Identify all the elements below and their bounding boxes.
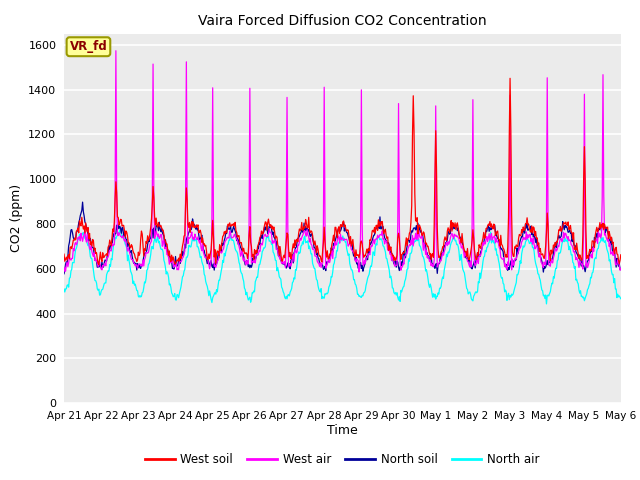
Y-axis label: CO2 (ppm): CO2 (ppm) [10, 184, 22, 252]
Legend: West soil, West air, North soil, North air: West soil, West air, North soil, North a… [140, 449, 545, 471]
Text: VR_fd: VR_fd [70, 40, 108, 53]
Title: Vaira Forced Diffusion CO2 Concentration: Vaira Forced Diffusion CO2 Concentration [198, 14, 486, 28]
X-axis label: Time: Time [327, 424, 358, 437]
